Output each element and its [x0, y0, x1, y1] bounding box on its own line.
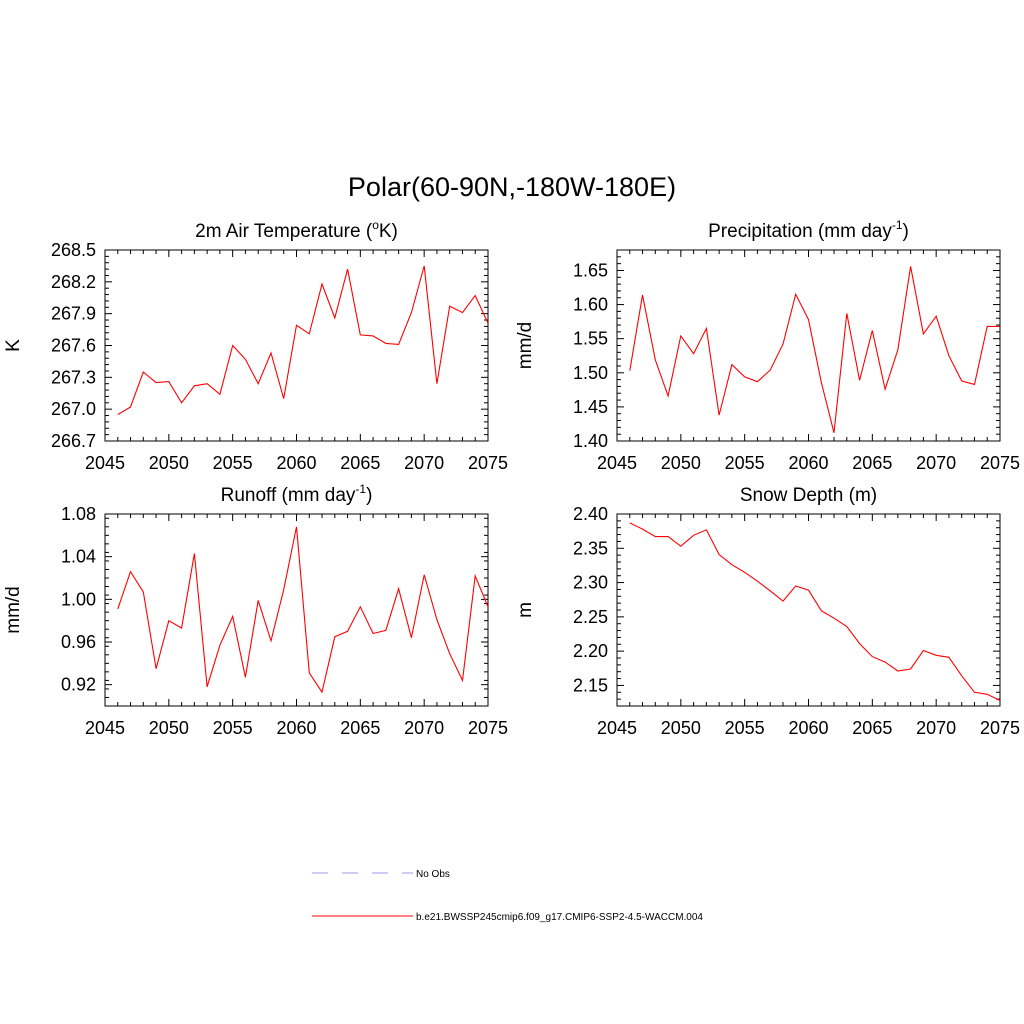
x-tick-label: 2075	[468, 453, 508, 473]
legend-label-2: b.e21.BWSSP245cmip6.f09_g17.CMIP6-SSP2-4…	[416, 912, 703, 923]
series-line	[629, 522, 1001, 701]
x-tick-label: 2055	[213, 718, 253, 738]
panel-title: Runoff (mm day-1)	[221, 482, 373, 506]
y-tick-label: 1.00	[61, 589, 96, 609]
x-tick-label: 2070	[916, 718, 956, 738]
y-tick-label: 2.15	[573, 675, 608, 695]
legend-label-1: No Obs	[416, 869, 450, 880]
y-axis-label: m	[515, 602, 536, 618]
panel-1: 2045 2050 2055 2060 2065 2070 2075 266.7 267.0 26…	[3, 218, 508, 473]
y-tick-label: 266.7	[51, 431, 96, 451]
x-tick-label: 2050	[149, 453, 189, 473]
x-tick-label: 2060	[276, 453, 316, 473]
x-tick-label: 2075	[468, 718, 508, 738]
y-tick-label: 1.40	[573, 431, 608, 451]
x-tick-label: 2045	[597, 453, 637, 473]
x-tick-label: 2050	[149, 718, 189, 738]
y-tick-label: 2.25	[573, 607, 608, 627]
series-line	[629, 266, 1000, 433]
x-tick-label: 2075	[980, 453, 1020, 473]
y-tick-label: 2.20	[573, 641, 608, 661]
y-tick-label: 2.30	[573, 573, 608, 593]
y-tick-label: 1.08	[61, 504, 96, 524]
y-axis-label: K	[3, 339, 24, 352]
x-tick-label: 2055	[725, 453, 765, 473]
plot-frame	[616, 249, 1001, 442]
y-axis-label: mm/d	[3, 586, 24, 634]
plot-frame	[104, 249, 489, 442]
x-tick-label: 2070	[404, 718, 444, 738]
x-tick-label: 2045	[85, 718, 125, 738]
x-tick-label: 2055	[725, 718, 765, 738]
y-tick-label: 268.2	[51, 272, 96, 292]
y-tick-label: 1.50	[573, 363, 608, 383]
series-line	[117, 526, 489, 694]
panels-group: 2045 2050 2055 2060 2065 2070 2075 266.7 267.0 26…	[3, 218, 1020, 738]
x-tick-label: 2060	[276, 718, 316, 738]
x-tick-label: 2065	[852, 718, 892, 738]
panel-2: 2045 2050 2055 2060 2065 2070 2075 1.40 1.45 1.50…	[515, 218, 1020, 473]
x-tick-label: 2065	[340, 718, 380, 738]
x-tick-label: 2065	[852, 453, 892, 473]
x-tick-label: 2065	[340, 453, 380, 473]
y-tick-label: 268.5	[51, 240, 96, 260]
x-tick-label: 2070	[404, 453, 444, 473]
y-tick-label: 267.6	[51, 336, 96, 356]
panel-4: 2045 2050 2055 2060 2065 2070 2075 2.15 2.20 2.25…	[515, 485, 1020, 738]
x-tick-label: 2060	[788, 453, 828, 473]
y-tick-label: 267.3	[51, 367, 96, 387]
panel-title: Snow Depth (m)	[740, 485, 877, 506]
y-tick-label: 0.92	[61, 675, 96, 695]
y-tick-label: 1.65	[573, 260, 608, 280]
panel-title: 2m Air Temperature (oK)	[195, 218, 398, 242]
figure-title: Polar(60-90N,-180W-180E)	[348, 172, 676, 202]
y-tick-label: 1.55	[573, 329, 608, 349]
x-tick-label: 2055	[213, 453, 253, 473]
plot-frame	[616, 513, 1001, 707]
y-tick-label: 2.40	[573, 504, 608, 524]
panel-3: 2045 2050 2055 2060 2065 2070 2075 0.92 0.96 1.00…	[3, 482, 508, 738]
x-tick-label: 2045	[597, 718, 637, 738]
x-tick-label: 2070	[916, 453, 956, 473]
y-tick-label: 267.9	[51, 304, 96, 324]
y-tick-label: 1.45	[573, 397, 608, 417]
legend: No Obs b.e21.BWSSP245cmip6.f09_g17.CMIP6-…	[312, 869, 703, 923]
x-tick-label: 2045	[85, 453, 125, 473]
series-line	[117, 265, 489, 415]
x-tick-label: 2050	[661, 718, 701, 738]
y-tick-label: 1.04	[61, 547, 96, 567]
x-tick-label: 2050	[661, 453, 701, 473]
x-tick-label: 2075	[980, 718, 1020, 738]
x-tick-label: 2060	[788, 718, 828, 738]
y-tick-label: 0.96	[61, 632, 96, 652]
panel-title: Precipitation (mm day-1)	[708, 218, 909, 242]
y-axis-label: mm/d	[515, 322, 536, 370]
y-tick-label: 267.0	[51, 399, 96, 419]
y-tick-label: 1.60	[573, 295, 608, 315]
plot-frame	[104, 513, 489, 707]
y-tick-label: 2.35	[573, 538, 608, 558]
